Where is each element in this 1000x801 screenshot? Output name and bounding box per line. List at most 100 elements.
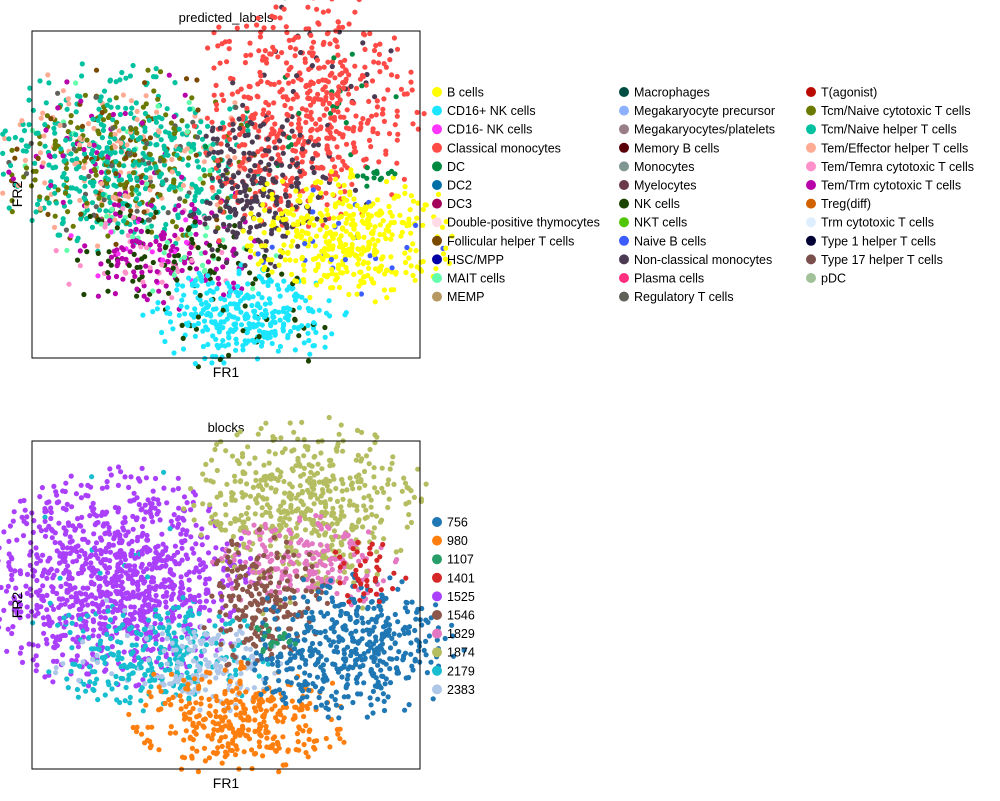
point-2179 bbox=[42, 514, 48, 520]
point-cd16-nk-cells bbox=[245, 281, 251, 287]
point-1874 bbox=[260, 486, 266, 493]
point-1525 bbox=[89, 573, 95, 579]
point-1525 bbox=[107, 549, 113, 555]
point-b-cells bbox=[311, 222, 317, 228]
point-classical-monocytes bbox=[221, 97, 227, 103]
point-980 bbox=[218, 735, 225, 741]
point-cd16-nk-cells bbox=[250, 321, 256, 327]
point-tem-trm-cytotoxic-t-cells bbox=[60, 153, 66, 159]
point-nk-cells bbox=[279, 271, 285, 277]
point-980 bbox=[201, 745, 208, 751]
point-cd16-nk-cells bbox=[259, 295, 265, 301]
point-2383 bbox=[202, 687, 209, 693]
point-2179 bbox=[61, 615, 67, 621]
point-2383 bbox=[209, 639, 215, 645]
point-classical-monocytes bbox=[258, 73, 264, 79]
point-tem-effector-helper-t-cells bbox=[77, 142, 83, 148]
point-2179 bbox=[86, 635, 92, 641]
point-classical-monocytes bbox=[246, 95, 252, 101]
point-cd16-nk-cells bbox=[191, 322, 197, 328]
point-b-cells bbox=[388, 287, 394, 293]
point-1525 bbox=[98, 614, 104, 620]
point-tcm-naive-cytotoxic-t-cells bbox=[157, 69, 164, 75]
point-classical-monocytes bbox=[394, 73, 400, 80]
point-tem-effector-helper-t-cells bbox=[116, 128, 122, 134]
point-1525 bbox=[44, 575, 50, 581]
legend-marker-tem-trm-cytotoxic-t-cells bbox=[806, 180, 816, 190]
point-1525 bbox=[50, 679, 56, 685]
point-cd16-nk-cells bbox=[167, 319, 174, 325]
point-classical-monocytes bbox=[297, 125, 304, 131]
point-b-cells bbox=[318, 218, 324, 224]
point-cd16-nk-cells bbox=[224, 316, 230, 322]
point-non-classical-monocytes bbox=[352, 187, 359, 193]
point-1525 bbox=[103, 530, 109, 536]
point-tcm-naive-helper-t-cells bbox=[198, 119, 204, 125]
point-1874 bbox=[339, 488, 345, 494]
point-classical-monocytes bbox=[323, 190, 329, 196]
point-1525 bbox=[26, 641, 32, 647]
point-tcm-naive-helper-t-cells bbox=[115, 104, 121, 110]
point-b-cells bbox=[370, 236, 376, 242]
point-regulatory-t-cells bbox=[28, 140, 34, 146]
point-tem-temra-cytotoxic-t-cells bbox=[144, 244, 150, 251]
point-classical-monocytes bbox=[205, 45, 211, 51]
point-classical-monocytes bbox=[256, 169, 262, 175]
point-b-cells bbox=[336, 284, 343, 291]
point-1525 bbox=[141, 516, 147, 522]
point-classical-monocytes bbox=[383, 64, 389, 70]
point-b-cells bbox=[415, 200, 421, 206]
point-2383 bbox=[179, 643, 186, 649]
point-non-classical-monocytes bbox=[258, 175, 264, 181]
point-tcm-naive-helper-t-cells bbox=[117, 77, 123, 83]
point-non-classical-monocytes bbox=[206, 215, 212, 221]
point-2383 bbox=[191, 629, 197, 636]
point-classical-monocytes bbox=[283, 60, 290, 66]
point-1525 bbox=[68, 594, 74, 600]
point-tem-trm-cytotoxic-t-cells bbox=[153, 238, 159, 244]
point-1525 bbox=[43, 636, 50, 643]
point-nk-cells bbox=[105, 288, 111, 294]
point-classical-monocytes bbox=[218, 141, 224, 147]
point-cd16-nk-cells bbox=[108, 229, 114, 235]
point-cd16-nk-cells bbox=[218, 295, 224, 302]
point-1874 bbox=[381, 489, 387, 495]
point-2383 bbox=[195, 663, 201, 669]
point-1874 bbox=[244, 481, 250, 487]
point-1525 bbox=[248, 555, 254, 562]
point-cd16-nk-cells bbox=[270, 310, 276, 316]
point-b-cells bbox=[386, 223, 392, 229]
point-b-cells bbox=[399, 219, 405, 226]
point-cd16-nk-cells bbox=[289, 286, 295, 292]
point-1525 bbox=[120, 595, 126, 601]
point-non-classical-monocytes bbox=[248, 205, 254, 211]
point-980 bbox=[213, 693, 219, 700]
point-nk-cells bbox=[170, 265, 176, 271]
point-1874 bbox=[255, 483, 261, 489]
point-classical-monocytes bbox=[258, 29, 264, 35]
point-980 bbox=[177, 693, 183, 699]
point-non-classical-monocytes bbox=[265, 136, 271, 142]
point-non-classical-monocytes bbox=[242, 188, 248, 194]
point-1525 bbox=[144, 537, 150, 543]
point-cd16-nk-cells bbox=[205, 341, 211, 348]
point-tcm-naive-helper-t-cells bbox=[12, 134, 18, 141]
point-tem-effector-helper-t-cells bbox=[86, 141, 93, 148]
point-980 bbox=[305, 705, 311, 712]
chart-title: blocks bbox=[208, 420, 245, 435]
point-classical-monocytes bbox=[315, 20, 321, 26]
point-2179 bbox=[65, 685, 71, 691]
point-b-cells bbox=[384, 267, 390, 273]
point-1874 bbox=[203, 477, 209, 483]
point-1525 bbox=[196, 569, 202, 575]
point-b-cells bbox=[289, 206, 295, 212]
point-1525 bbox=[238, 535, 244, 542]
point-non-classical-monocytes bbox=[247, 168, 253, 174]
point-1874 bbox=[253, 477, 259, 483]
point-nk-cells bbox=[179, 322, 185, 328]
point-classical-monocytes bbox=[366, 137, 373, 143]
point-classical-monocytes bbox=[267, 51, 273, 57]
point-classical-monocytes bbox=[289, 175, 295, 181]
legend-marker-dc2 bbox=[432, 180, 442, 190]
point-non-classical-monocytes bbox=[289, 157, 295, 163]
